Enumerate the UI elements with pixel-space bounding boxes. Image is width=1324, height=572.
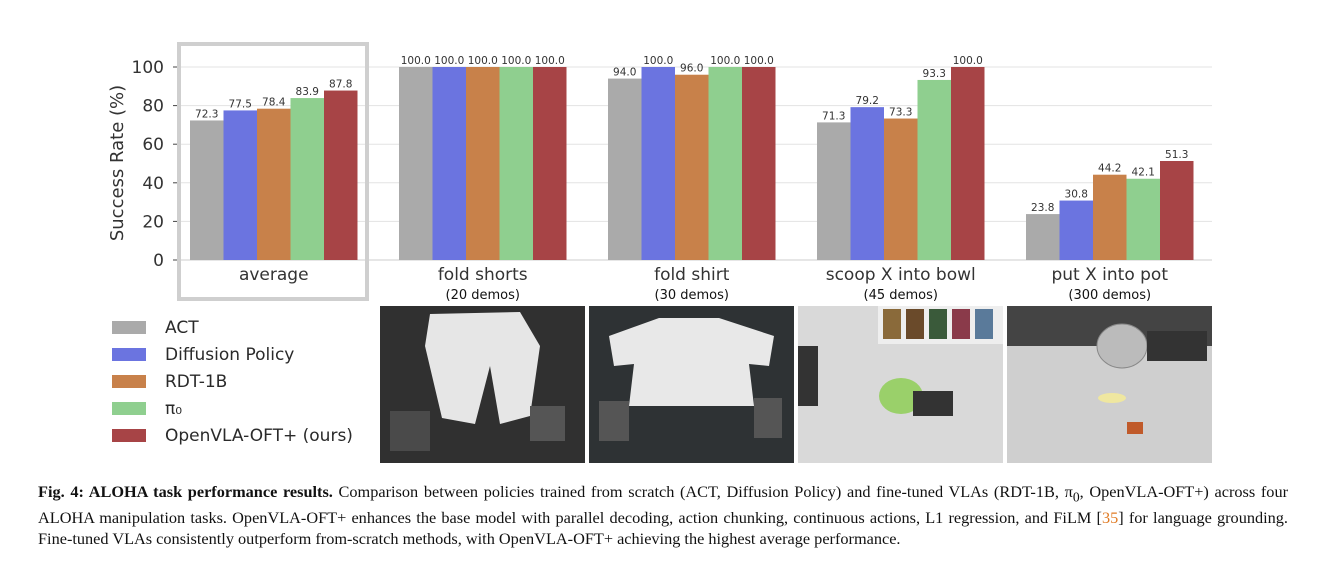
- figure-caption: Fig. 4: ALOHA task performance results. …: [38, 481, 1288, 549]
- bar: [817, 122, 851, 261]
- bar-value-label: 87.8: [329, 79, 352, 91]
- caption-title: ALOHA task performance results.: [88, 482, 333, 501]
- caption-text-3: ] for language grounding. Fine-tuned VLA…: [38, 508, 1288, 549]
- bar-value-label: 78.4: [262, 97, 286, 109]
- bar-value-label: 100.0: [643, 55, 673, 67]
- caption-reference-link[interactable]: 35: [1101, 508, 1119, 528]
- bar: [1160, 160, 1194, 260]
- bar: [190, 120, 224, 260]
- bar: [641, 67, 675, 260]
- caption-subscript: 0: [1072, 489, 1080, 505]
- photo-fold-shirt: [589, 306, 794, 463]
- bar: [742, 67, 776, 260]
- caption-label: Fig. 4:: [38, 482, 84, 501]
- bar-value-label: 23.8: [1031, 202, 1054, 214]
- bar: [1126, 178, 1160, 260]
- bar: [1093, 174, 1127, 260]
- legend-label: Diffusion Policy: [165, 344, 295, 365]
- bar: [951, 67, 985, 260]
- bar-value-label: 30.8: [1065, 189, 1088, 201]
- caption-text-2: , OpenVLA-OFT+) across four ALOHA manipu…: [38, 482, 1289, 528]
- y-axis-label: Success Rate (%): [107, 85, 128, 241]
- bar-value-label: 94.0: [613, 67, 636, 79]
- highlight-box: [177, 42, 369, 301]
- legend-label: RDT-1B: [165, 371, 228, 392]
- legend-swatch: [112, 348, 146, 361]
- bar-value-label: 44.2: [1098, 163, 1121, 175]
- bar-value-label: 83.9: [296, 86, 319, 98]
- bar: [257, 108, 291, 260]
- y-tick-label: 60: [142, 135, 164, 155]
- bar: [223, 110, 257, 260]
- x-tick-label: put X into pot: [1051, 265, 1168, 285]
- bar-value-label: 77.5: [229, 98, 252, 110]
- legend-item: ACT: [112, 314, 353, 341]
- task-photos: [380, 306, 1212, 463]
- y-tick-label: 20: [142, 212, 164, 232]
- bar: [675, 74, 709, 260]
- bar: [850, 107, 884, 260]
- bar-value-label: 100.0: [501, 55, 531, 67]
- x-tick-label: scoop X into bowl: [826, 265, 976, 285]
- legend-label: π₀: [165, 398, 183, 419]
- x-tick-label: average: [239, 265, 309, 285]
- bar: [324, 90, 358, 261]
- bar-value-label: 100.0: [434, 55, 464, 67]
- caption-text-1: Comparison between policies trained from…: [332, 482, 1073, 501]
- legend-label: ACT: [165, 317, 199, 338]
- legend-item: Diffusion Policy: [112, 341, 353, 368]
- bar-value-label: 73.3: [889, 107, 912, 119]
- bar-value-label: 79.2: [856, 95, 879, 107]
- bar: [608, 78, 642, 260]
- bar: [399, 67, 433, 260]
- y-tick-label: 0: [153, 251, 164, 271]
- bar-value-label: 100.0: [401, 55, 431, 67]
- bar-value-label: 96.0: [680, 63, 703, 75]
- x-tick-sublabel: (20 demos): [446, 288, 520, 303]
- legend: ACT Diffusion Policy RDT-1B π₀ OpenVLA-OFT+ …: [112, 314, 353, 449]
- y-tick-label: 40: [142, 174, 164, 194]
- legend-item: π₀: [112, 395, 353, 422]
- y-tick-label: 100: [132, 58, 164, 78]
- x-tick-sublabel: (300 demos): [1068, 288, 1151, 303]
- photo-fold-shorts: [380, 306, 585, 463]
- bar: [1059, 200, 1093, 260]
- bar-value-label: 100.0: [744, 55, 774, 67]
- bar: [533, 67, 567, 260]
- bar-value-label: 100.0: [535, 55, 565, 67]
- legend-label: OpenVLA-OFT+ (ours): [165, 425, 353, 446]
- bar: [884, 118, 918, 260]
- legend-item: RDT-1B: [112, 368, 353, 395]
- x-tick-label: fold shorts: [438, 265, 528, 285]
- legend-swatch: [112, 429, 146, 442]
- bar-value-label: 51.3: [1165, 149, 1188, 161]
- bar: [432, 67, 466, 260]
- bar-value-label: 71.3: [822, 110, 845, 122]
- x-tick-sublabel: (30 demos): [655, 288, 729, 303]
- y-tick-label: 80: [142, 97, 164, 117]
- bar: [290, 98, 324, 260]
- legend-swatch: [112, 402, 146, 415]
- bar-value-label: 100.0: [953, 55, 983, 67]
- legend-swatch: [112, 375, 146, 388]
- x-tick-label: fold shirt: [654, 265, 730, 285]
- bar-value-label: 100.0: [710, 55, 740, 67]
- bar: [708, 67, 742, 260]
- bar-value-label: 72.3: [195, 108, 218, 120]
- legend-item: OpenVLA-OFT+ (ours): [112, 422, 353, 449]
- bar-value-label: 100.0: [468, 55, 498, 67]
- bar: [499, 67, 533, 260]
- legend-swatch: [112, 321, 146, 334]
- bar: [917, 79, 951, 260]
- photo-put-pot: [1007, 306, 1212, 463]
- photo-scoop-bowl: [798, 306, 1003, 463]
- bar-value-label: 42.1: [1132, 167, 1155, 179]
- bar: [1026, 214, 1060, 260]
- bar-value-label: 93.3: [923, 68, 946, 80]
- bar: [466, 67, 500, 260]
- x-tick-sublabel: (45 demos): [864, 288, 938, 303]
